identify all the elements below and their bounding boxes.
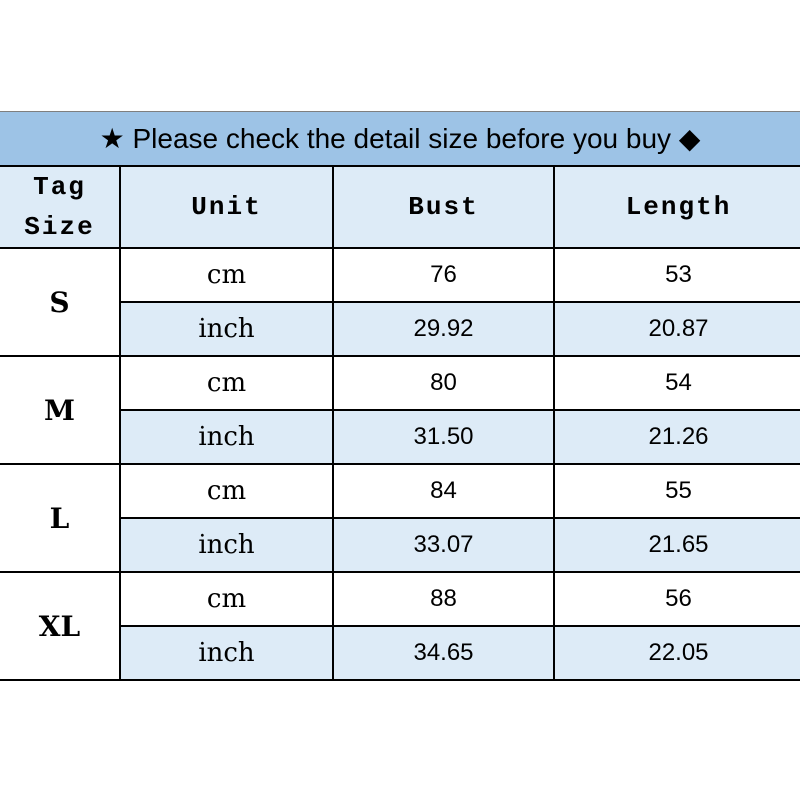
unit-cell: cm — [119, 355, 334, 411]
unit-cell: inch — [120, 301, 334, 357]
header-bust: Bust — [332, 165, 555, 249]
bust-cell: 76 — [332, 247, 555, 303]
unit-cell: inch — [120, 409, 334, 465]
unit-cell: inch — [120, 517, 334, 573]
length-cell: 21.65 — [553, 517, 800, 573]
bust-cell: 31.50 — [332, 409, 555, 465]
bust-cell: 88 — [332, 571, 555, 627]
table-row: inch 33.07 21.65 — [0, 517, 800, 573]
table-row: XL cm 88 56 — [0, 571, 800, 681]
table-row: inch 31.50 21.26 — [0, 409, 800, 465]
length-cell: 56 — [553, 571, 800, 627]
unit-cell: cm — [119, 247, 334, 303]
header-tag-size: Tag Size — [0, 165, 121, 249]
table-row: inch 34.65 22.05 — [0, 625, 800, 681]
table-row: inch 29.92 20.87 — [0, 301, 800, 357]
size-cell: XL — [0, 571, 121, 681]
bust-cell: 29.92 — [332, 301, 555, 357]
header-row: Tag Size Unit Bust Length — [0, 165, 800, 249]
unit-cell: inch — [120, 625, 334, 681]
size-cell: S — [0, 247, 121, 357]
unit-cell: cm — [119, 571, 334, 627]
bust-cell: 33.07 — [332, 517, 555, 573]
size-cell: L — [0, 463, 121, 573]
header-unit: Unit — [119, 165, 334, 249]
bust-cell: 34.65 — [332, 625, 555, 681]
bust-cell: 80 — [332, 355, 555, 411]
bust-cell: 84 — [332, 463, 555, 519]
length-cell: 54 — [553, 355, 800, 411]
size-cell: M — [0, 355, 121, 465]
length-cell: 53 — [553, 247, 800, 303]
length-cell: 20.87 — [553, 301, 800, 357]
header-length: Length — [553, 165, 800, 249]
unit-cell: cm — [119, 463, 334, 519]
length-cell: 21.26 — [553, 409, 800, 465]
length-cell: 55 — [553, 463, 800, 519]
length-cell: 22.05 — [553, 625, 800, 681]
size-chart-title: ★ Please check the detail size before yo… — [0, 111, 800, 165]
